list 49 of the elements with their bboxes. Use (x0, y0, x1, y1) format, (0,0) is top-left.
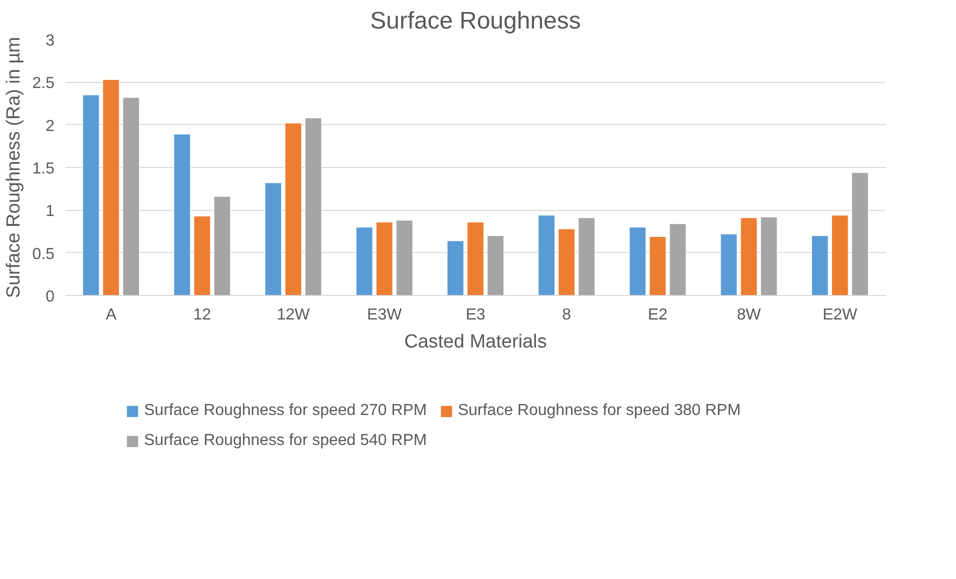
bar (740, 218, 758, 296)
bar (284, 122, 302, 296)
x-tick-label: E2W (822, 306, 858, 324)
x-tick-label: 12W (276, 306, 311, 324)
bar (852, 172, 868, 296)
y-tick-label: 2.5 (32, 75, 55, 92)
bar (376, 222, 393, 296)
x-axis-title: Casted Materials (404, 332, 547, 352)
bar (649, 236, 666, 296)
bar (629, 226, 646, 296)
bar (356, 226, 373, 296)
bar (760, 216, 778, 296)
legend-label: Surface Roughness for speed 540 RPM (144, 432, 427, 450)
bar (447, 240, 464, 296)
bar (304, 118, 322, 296)
bar (82, 94, 100, 296)
x-tick-label: 12 (193, 306, 212, 324)
bar (558, 228, 576, 296)
bar (811, 236, 828, 296)
chart-title: Surface Roughness (370, 8, 581, 34)
bar (538, 215, 556, 296)
y-tick-label: 3 (46, 32, 55, 50)
bar (578, 218, 596, 296)
bar (831, 215, 848, 296)
bar (669, 224, 686, 296)
y-axis-title: Surface Roughness (Ra) in µm (3, 36, 24, 298)
bar (174, 134, 191, 296)
bar (396, 220, 413, 296)
y-tick-label: 0.5 (32, 246, 55, 263)
bar (102, 79, 120, 296)
x-tick-label: 8 (562, 306, 572, 324)
bar (214, 196, 231, 296)
x-tick-label: 8W (736, 306, 762, 324)
x-tick-label: A (106, 306, 117, 324)
x-tick-label: E3W (367, 306, 403, 324)
legend-label: Surface Roughness for speed 270 RPM (144, 402, 427, 420)
bar (122, 97, 140, 296)
x-tick-label: E3 (466, 306, 486, 324)
bar (720, 234, 738, 296)
bar (487, 236, 504, 296)
bar (467, 222, 484, 296)
bar (264, 182, 282, 296)
y-tick-label: 0 (46, 288, 55, 306)
y-tick-label: 2 (46, 118, 55, 135)
x-tick-label: E2 (648, 306, 668, 324)
bar (194, 216, 211, 296)
y-tick-label: 1 (46, 203, 55, 220)
legend-label: Surface Roughness for speed 380 RPM (458, 402, 741, 420)
y-tick-label: 1.5 (32, 160, 55, 178)
